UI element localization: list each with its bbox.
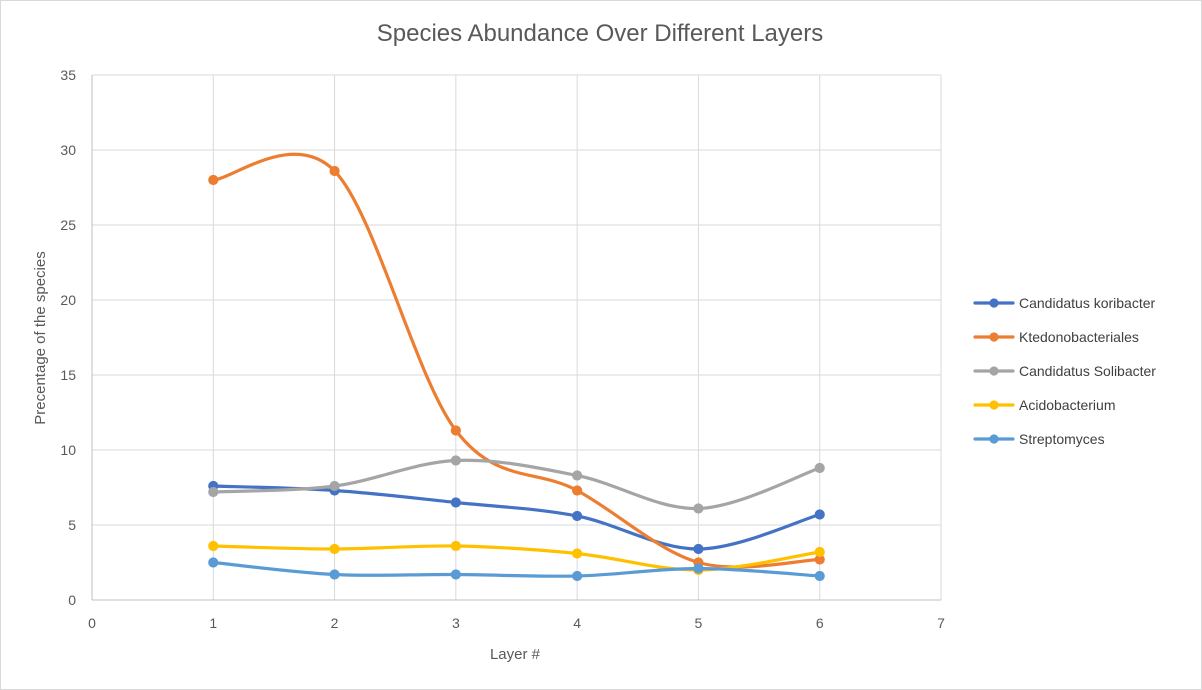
data-point (450, 425, 461, 436)
legend-item: Ktedonobacteriales (973, 329, 1139, 345)
data-point (572, 548, 583, 559)
x-tick-label: 6 (816, 615, 824, 631)
legend-item: Acidobacterium (973, 397, 1116, 413)
series-2 (208, 455, 825, 514)
data-point (208, 486, 219, 498)
data-point (693, 503, 704, 514)
data-point (450, 540, 461, 552)
legend-label: Ktedonobacteriales (1019, 329, 1139, 345)
series-0 (208, 480, 825, 555)
data-point (329, 480, 340, 492)
legend-marker (989, 298, 999, 308)
y-tick-label: 15 (60, 367, 76, 383)
data-point (208, 557, 219, 568)
data-point (814, 509, 825, 520)
data-point (208, 174, 219, 186)
legend-marker (989, 366, 999, 376)
legend-item: Candidatus koribacter (973, 295, 1156, 311)
legend-label: Candidatus koribacter (1019, 295, 1156, 311)
y-tick-label: 30 (60, 142, 76, 158)
data-point (572, 570, 583, 582)
legend-item: Candidatus Solibacter (973, 363, 1156, 379)
y-tick-label: 20 (60, 292, 76, 308)
series-line (211, 152, 822, 569)
legend-marker (989, 332, 999, 342)
data-point (693, 543, 704, 555)
x-tick-label: 4 (573, 615, 581, 631)
data-point (450, 569, 461, 580)
y-axis-title: Precentage of the species (32, 251, 49, 424)
data-point (814, 570, 825, 582)
legend-item: Streptomyces (973, 431, 1105, 447)
data-point (450, 497, 461, 508)
y-tick-label: 35 (60, 67, 76, 83)
x-axis-title: Layer # (490, 646, 541, 663)
x-tick-label: 1 (209, 615, 217, 631)
series-4 (208, 557, 825, 582)
series-line (211, 458, 822, 511)
y-tick-label: 0 (68, 592, 76, 608)
axes-layer (91, 75, 941, 601)
data-point (450, 455, 461, 466)
data-point (329, 543, 340, 555)
x-tick-label: 3 (452, 615, 460, 631)
series-line (211, 484, 822, 551)
x-tick-label: 2 (331, 615, 339, 631)
series-layer (208, 152, 825, 582)
legend-marker (989, 400, 999, 410)
data-point (572, 510, 583, 522)
y-tick-label: 5 (68, 517, 76, 533)
series-1 (208, 152, 825, 569)
y-tick-label: 10 (60, 442, 76, 458)
legend: Candidatus koribacter Ktedonobacteriales C… (973, 295, 1156, 447)
data-point (208, 540, 219, 552)
data-point (693, 563, 704, 574)
legend-label: Candidatus Solibacter (1019, 363, 1156, 379)
data-point (329, 165, 340, 177)
data-point (814, 546, 825, 558)
y-tick-label: 25 (60, 217, 76, 233)
legend-marker (989, 434, 999, 444)
series-line (211, 544, 822, 572)
grid-layer (92, 74, 942, 600)
x-tick-label: 0 (88, 615, 96, 631)
ticks-layer: 0 5 10 15 20 25 30 35 0 1 2 3 4 5 6 7 (60, 67, 945, 631)
x-tick-label: 5 (695, 615, 703, 631)
chart-title: Species Abundance Over Different Layers (377, 20, 823, 47)
data-point (572, 485, 583, 496)
legend-label: Acidobacterium (1019, 397, 1116, 413)
legend-label: Streptomyces (1019, 431, 1105, 447)
data-point (814, 462, 825, 474)
series-line (211, 560, 822, 578)
data-point (572, 470, 583, 481)
x-tick-label: 7 (937, 615, 945, 631)
data-point (329, 569, 340, 580)
